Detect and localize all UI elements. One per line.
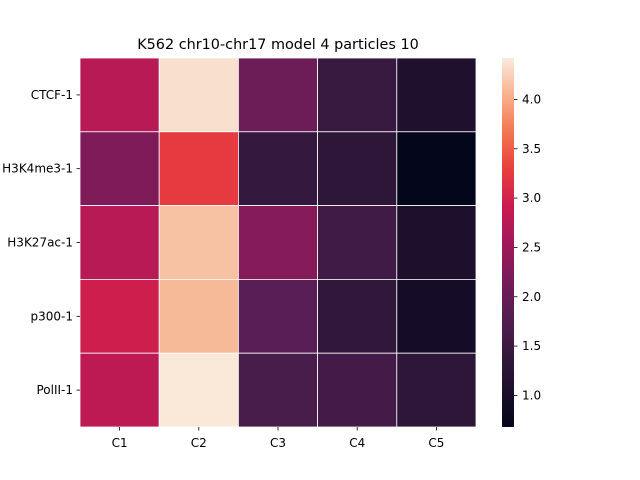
heatmap-cell-CTCF-1-C4 [317,57,398,133]
heatmap-cell-PolII-1-C5 [396,352,477,428]
colorbar-tick-label: 3.5 [522,142,541,156]
heatmap-cell-PolII-1-C1 [79,352,160,428]
x-tick-label: C3 [270,436,286,450]
y-tick-label: H3K27ac-1 [7,236,73,250]
heatmap-cell-PolII-1-C4 [317,352,398,428]
colorbar: 1.0 1.5 2.0 2.5 3.0 3.5 4.0 [502,58,541,427]
heatmap-cells [79,57,477,428]
heatmap-cell-H3K27ac-1-C4 [317,205,398,280]
heatmap-cell-p300-1-C3 [237,278,318,354]
y-tick-label: p300-1 [31,309,74,323]
heatmap-cell-H3K27ac-1-C5 [396,205,477,280]
y-tick-label: H3K4me3-1 [2,162,73,176]
colorbar-tick-label: 4.0 [522,92,541,106]
heatmap-cell-p300-1-C2 [158,278,239,354]
colorbar-tick-label: 2.5 [522,240,541,254]
heatmap-cell-p300-1-C5 [396,278,477,354]
colorbar-ticks: 1.0 1.5 2.0 2.5 3.0 3.5 4.0 [514,92,541,402]
heatmap-cell-p300-1-C1 [79,278,160,354]
x-tick-label: C2 [191,436,207,450]
x-axis: C1 C2 C3 C4 C5 [112,427,444,450]
heatmap-cell-PolII-1-C2 [158,352,239,428]
heatmap-cell-CTCF-1-C3 [237,57,318,133]
x-tick-label: C1 [112,436,128,450]
chart-title: K562 chr10-chr17 model 4 particles 10 [137,37,419,53]
heatmap-cell-H3K27ac-1-C3 [237,205,318,280]
heatmap-cell-CTCF-1-C1 [79,57,160,133]
y-tick-label: CTCF-1 [31,88,73,102]
x-tick-label: C4 [349,436,365,450]
colorbar-tick-label: 2.0 [522,290,541,304]
heatmap-cell-H3K4me3-1-C1 [79,131,160,207]
y-tick-label: PolII-1 [36,383,73,397]
colorbar-tick-label: 1.0 [522,388,541,402]
heatmap-cell-H3K4me3-1-C3 [237,131,318,207]
heatmap-cell-CTCF-1-C2 [158,57,239,133]
heatmap-cell-H3K4me3-1-C5 [396,131,477,207]
colorbar-tick-label: 1.5 [522,339,541,353]
x-tick-label: C5 [428,436,444,450]
heatmap-cell-H3K4me3-1-C2 [158,131,239,207]
colorbar-gradient [502,58,514,427]
heatmap-cell-p300-1-C4 [317,278,398,354]
heatmap-cell-PolII-1-C3 [237,352,318,428]
heatmap-cell-CTCF-1-C5 [396,57,477,133]
colorbar-tick-label: 3.0 [522,191,541,205]
heatmap-cell-H3K27ac-1-C2 [158,205,239,280]
heatmap-cell-H3K27ac-1-C1 [79,205,160,280]
heatmap-cell-H3K4me3-1-C4 [317,131,398,207]
y-axis: CTCF-1 H3K4me3-1 H3K27ac-1 p300-1 PolII-1 [2,88,80,397]
